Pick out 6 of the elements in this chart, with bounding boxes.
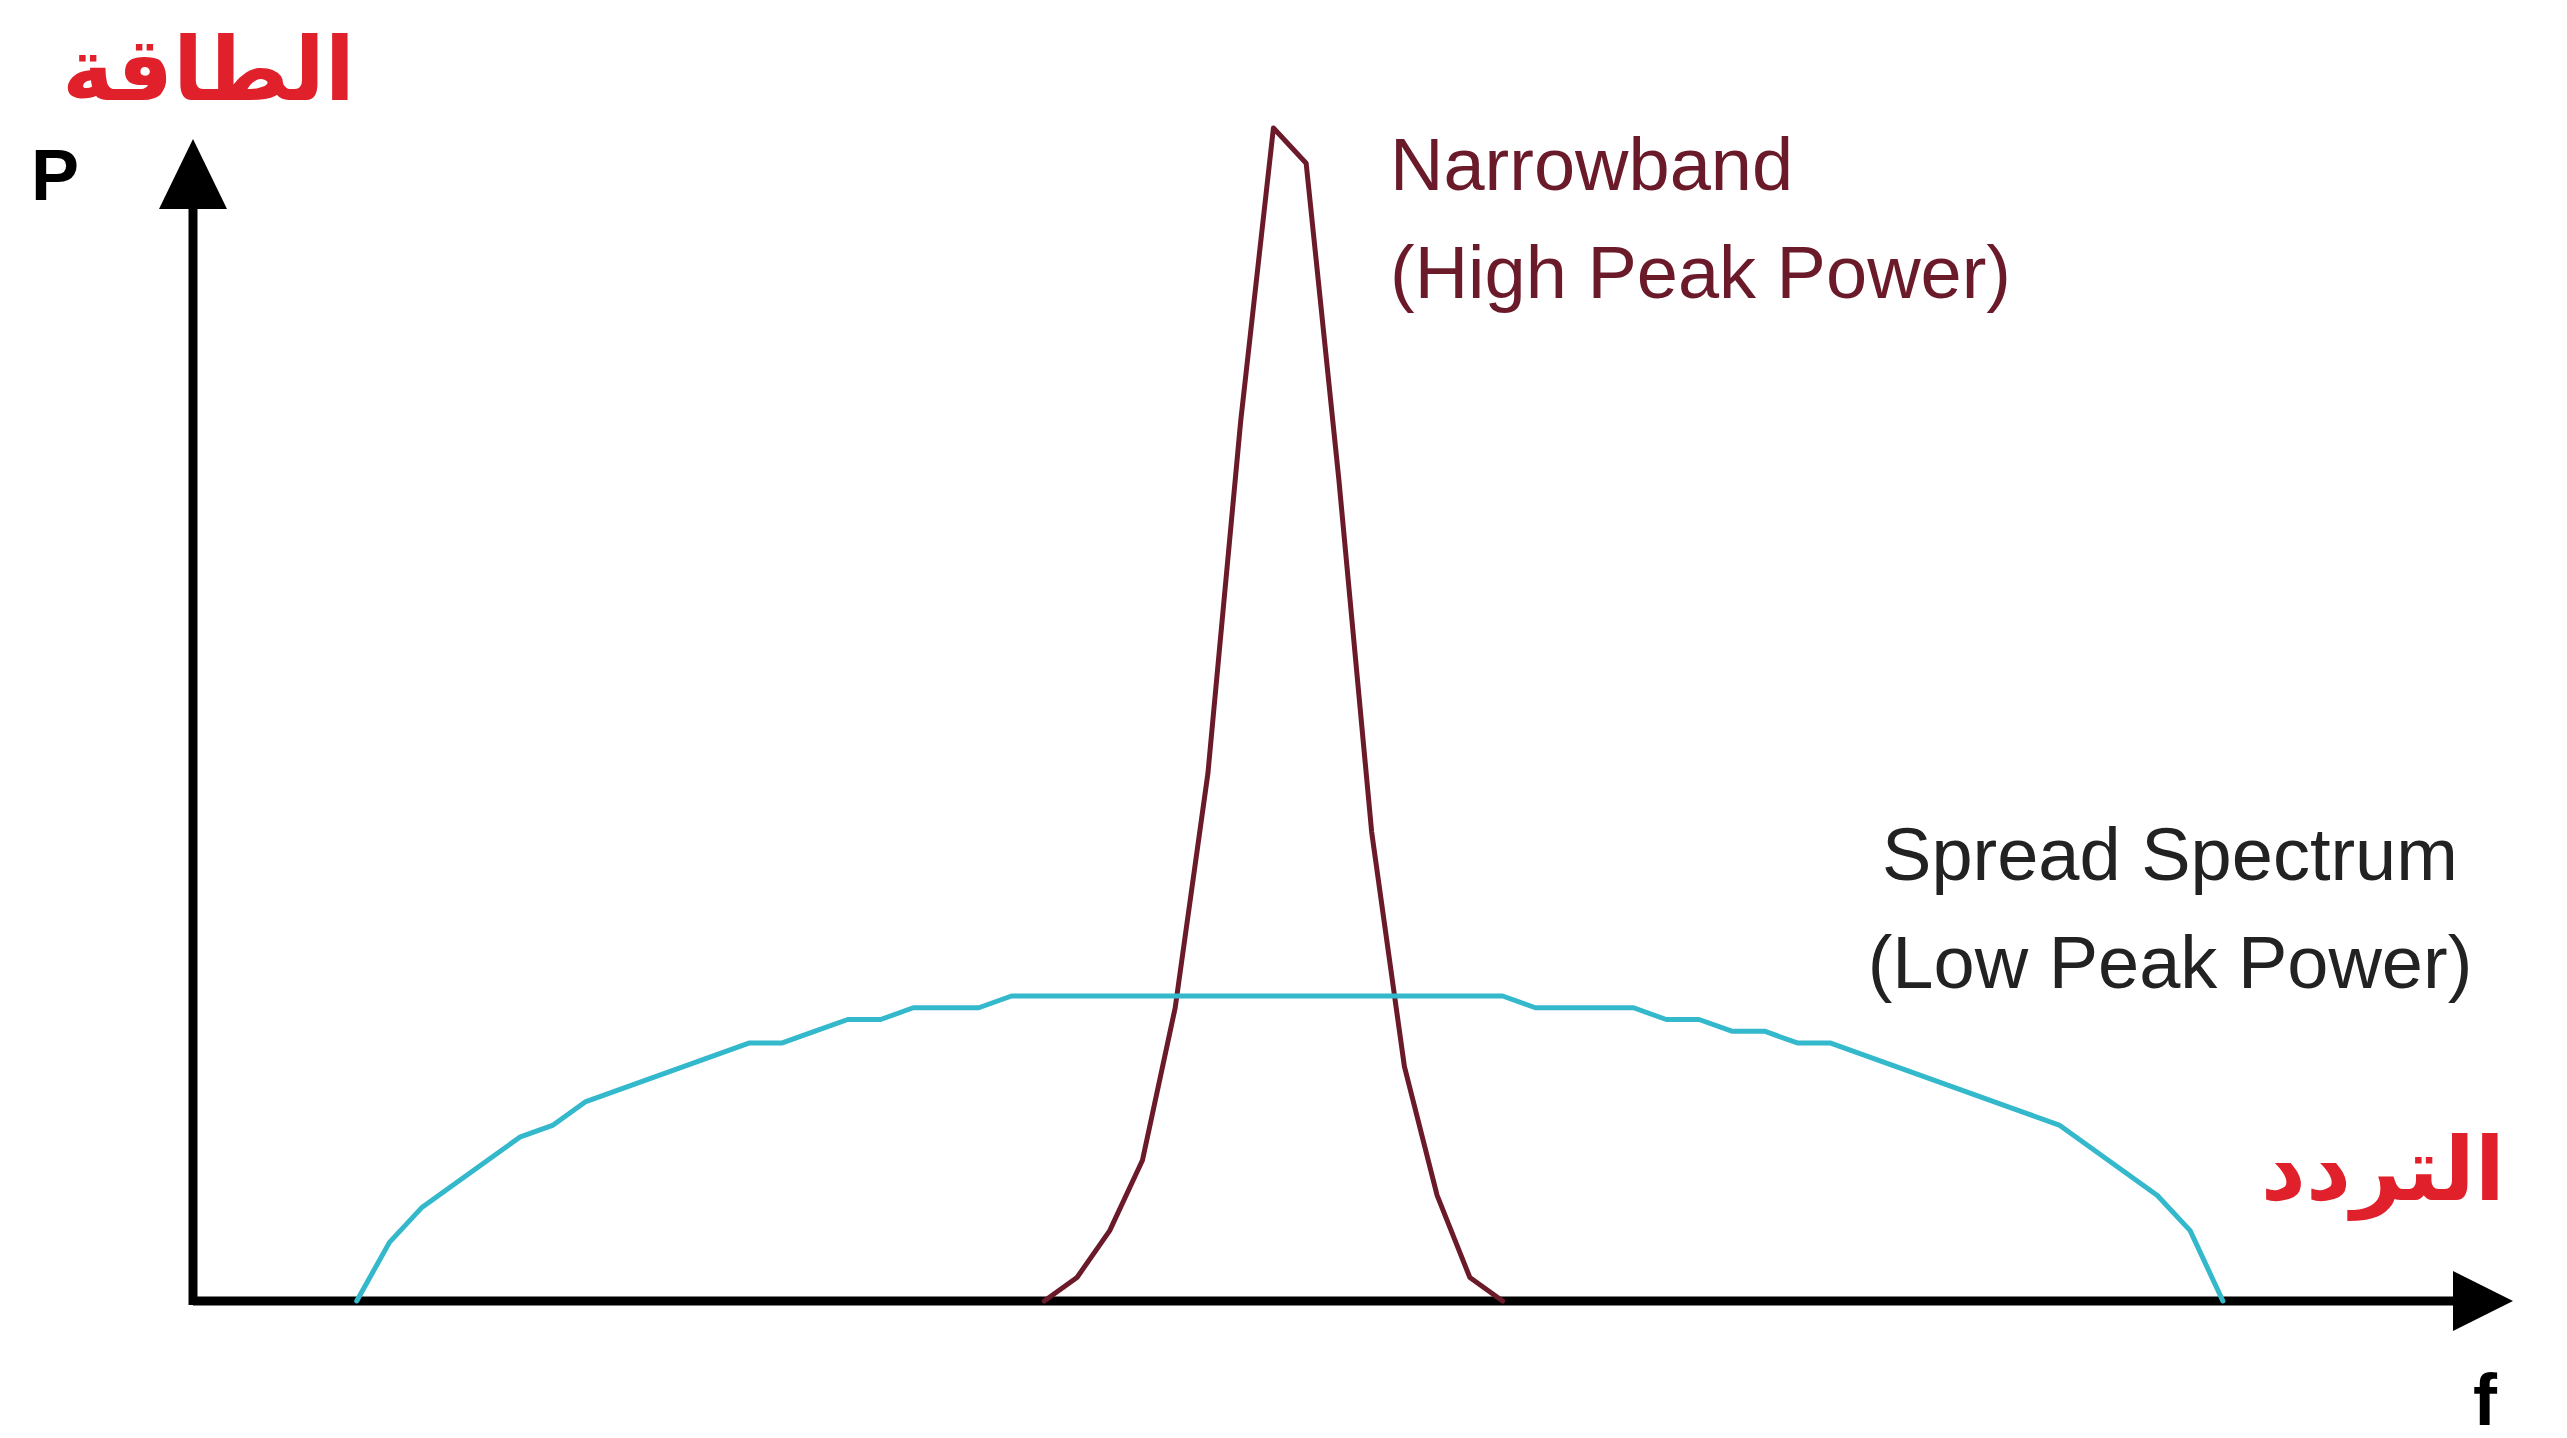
x-axis-title: f bbox=[2473, 1360, 2499, 1438]
text: الطاقة bbox=[62, 20, 355, 119]
series-label: Spread Spectrum (Low Peak Power) bbox=[1867, 813, 2473, 1004]
series-label: Narrowband (High Peak Power) bbox=[1390, 123, 2012, 314]
annotation: التردد bbox=[2260, 1120, 2505, 1221]
y-axis-title: P bbox=[30, 135, 80, 215]
